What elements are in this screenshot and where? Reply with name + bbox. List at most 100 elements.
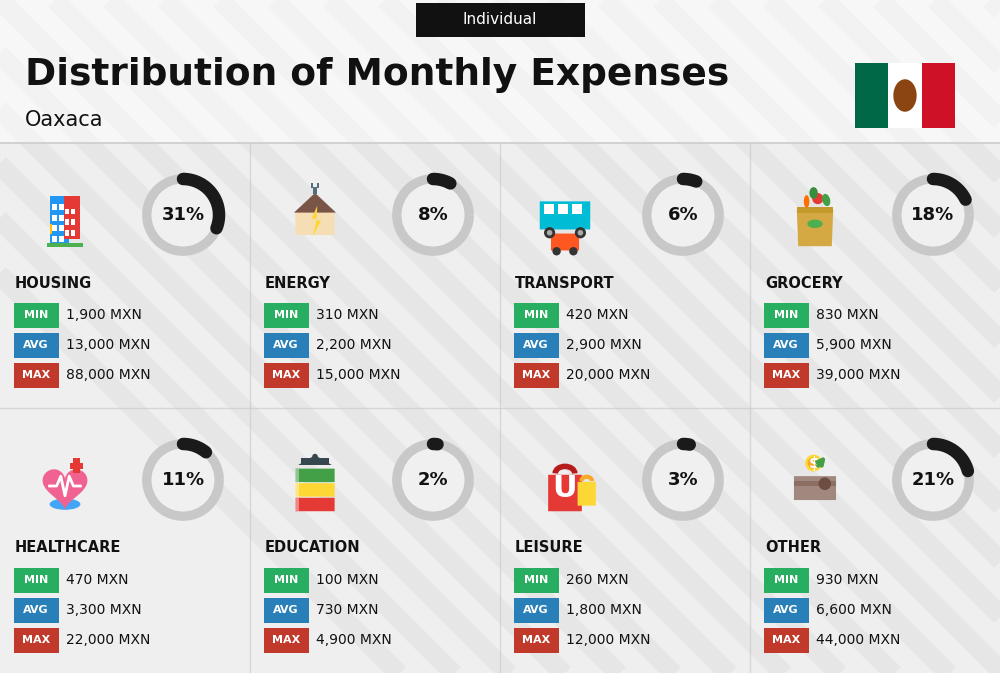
FancyBboxPatch shape [558,204,568,214]
FancyBboxPatch shape [14,302,58,328]
FancyBboxPatch shape [544,204,554,214]
FancyBboxPatch shape [764,302,808,328]
FancyBboxPatch shape [64,196,80,239]
Text: 4,900 MXN: 4,900 MXN [316,633,392,647]
Circle shape [552,247,561,256]
FancyBboxPatch shape [797,207,833,213]
FancyBboxPatch shape [888,63,922,128]
Text: $: $ [808,456,819,470]
Text: 2%: 2% [418,471,448,489]
FancyBboxPatch shape [14,567,58,592]
Circle shape [569,247,578,256]
Text: ENERGY: ENERGY [265,275,331,291]
Ellipse shape [818,477,831,490]
FancyBboxPatch shape [0,0,1000,143]
Ellipse shape [804,195,809,208]
Text: MAX: MAX [22,370,50,380]
FancyBboxPatch shape [317,183,319,188]
FancyBboxPatch shape [551,234,579,250]
Text: 6,600 MXN: 6,600 MXN [816,603,892,617]
Text: AVG: AVG [773,340,799,350]
FancyBboxPatch shape [52,204,57,210]
FancyBboxPatch shape [14,598,58,623]
Circle shape [544,227,555,238]
Text: 44,000 MXN: 44,000 MXN [816,633,900,647]
Text: 100 MXN: 100 MXN [316,573,379,587]
FancyBboxPatch shape [264,567,308,592]
Text: MAX: MAX [772,635,800,645]
Text: HOUSING: HOUSING [15,275,92,291]
Text: 13,000 MXN: 13,000 MXN [66,338,150,352]
Text: MIN: MIN [274,310,298,320]
FancyBboxPatch shape [47,244,83,247]
Text: 3,300 MXN: 3,300 MXN [66,603,142,617]
FancyBboxPatch shape [578,482,596,505]
FancyBboxPatch shape [295,498,299,511]
Text: 930 MXN: 930 MXN [816,573,879,587]
FancyBboxPatch shape [50,224,52,234]
Text: 21%: 21% [911,471,955,489]
Text: 6%: 6% [668,206,698,224]
Text: GROCERY: GROCERY [765,275,843,291]
Circle shape [402,184,464,246]
Text: 11%: 11% [161,471,205,489]
FancyBboxPatch shape [922,63,955,128]
Text: MIN: MIN [524,575,548,585]
FancyBboxPatch shape [50,196,69,246]
FancyBboxPatch shape [540,201,590,229]
Text: MIN: MIN [274,575,298,585]
FancyBboxPatch shape [295,468,299,482]
FancyBboxPatch shape [52,236,57,242]
FancyBboxPatch shape [65,230,69,236]
FancyBboxPatch shape [572,204,582,214]
FancyBboxPatch shape [65,209,69,214]
Text: 260 MXN: 260 MXN [566,573,629,587]
Text: 420 MXN: 420 MXN [566,308,629,322]
Ellipse shape [809,187,818,199]
Ellipse shape [50,499,80,510]
FancyBboxPatch shape [73,458,80,473]
Text: MAX: MAX [22,635,50,645]
Text: 3%: 3% [668,471,698,489]
Circle shape [652,448,714,511]
FancyBboxPatch shape [14,332,58,357]
FancyBboxPatch shape [295,498,335,511]
FancyBboxPatch shape [514,598,558,623]
FancyBboxPatch shape [764,598,808,623]
FancyBboxPatch shape [301,458,329,465]
Text: AVG: AVG [523,340,549,350]
Text: MIN: MIN [24,575,48,585]
Text: 1,800 MXN: 1,800 MXN [566,603,642,617]
FancyBboxPatch shape [264,332,308,357]
FancyBboxPatch shape [794,481,836,486]
Polygon shape [43,469,87,509]
Text: 12,000 MXN: 12,000 MXN [566,633,650,647]
FancyBboxPatch shape [264,627,308,653]
FancyBboxPatch shape [59,204,64,210]
FancyBboxPatch shape [295,483,335,497]
Ellipse shape [893,79,917,112]
Text: 730 MXN: 730 MXN [316,603,378,617]
Text: 5,900 MXN: 5,900 MXN [816,338,892,352]
Text: EDUCATION: EDUCATION [265,540,361,555]
Text: 15,000 MXN: 15,000 MXN [316,368,400,382]
FancyBboxPatch shape [65,219,69,225]
Text: AVG: AVG [273,605,299,615]
FancyBboxPatch shape [764,332,808,357]
Circle shape [812,193,823,204]
Text: HEALTHCARE: HEALTHCARE [15,540,121,555]
FancyBboxPatch shape [514,363,558,388]
Text: AVG: AVG [273,340,299,350]
Circle shape [808,457,819,469]
Text: MIN: MIN [774,310,798,320]
FancyBboxPatch shape [71,219,75,225]
FancyBboxPatch shape [14,363,58,388]
Text: 88,000 MXN: 88,000 MXN [66,368,151,382]
Polygon shape [797,210,833,246]
Circle shape [152,184,214,246]
Text: AVG: AVG [23,340,49,350]
Text: 830 MXN: 830 MXN [816,308,879,322]
Text: TRANSPORT: TRANSPORT [515,275,615,291]
Polygon shape [294,193,336,213]
FancyBboxPatch shape [764,363,808,388]
